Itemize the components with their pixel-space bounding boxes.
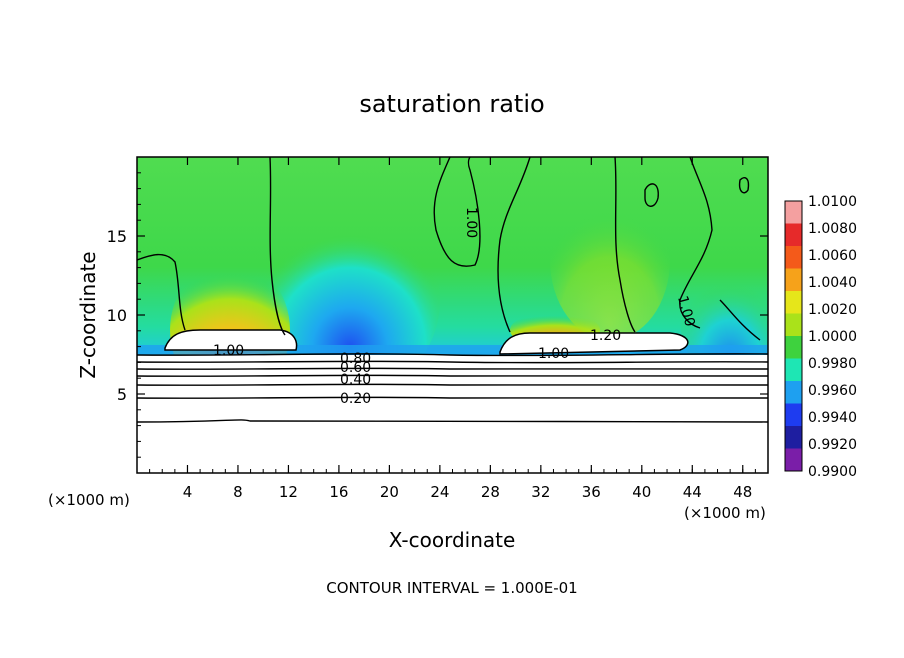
- colorbar-tick-label: 0.9960: [808, 383, 857, 399]
- cloud-left: [164, 329, 298, 351]
- colorbar: 1.0100 1.0080 1.0060 1.0040 1.0020 1.0000 0.99…: [784, 194, 857, 480]
- colorbar-frame: [784, 200, 803, 472]
- contour-label: 1.00: [538, 346, 569, 362]
- moist-region-right: [550, 180, 670, 340]
- colorbar-tick-label: 1.0080: [808, 221, 857, 237]
- colorbar-tick-label: 1.0020: [808, 302, 857, 318]
- contour-labels: 1.00 1.00 1.00 1.00 1.20 0.80 0.60 0.40 …: [213, 207, 698, 407]
- colorbar-tick-label: 1.0060: [808, 248, 857, 264]
- colorbar-swatch: [785, 313, 802, 337]
- x-tick-label: 20: [380, 483, 399, 501]
- x-tick-label: 28: [481, 483, 500, 501]
- colorbar-swatch: [785, 268, 802, 292]
- contour-lines: [137, 157, 768, 423]
- x-tick-label: 36: [582, 483, 601, 501]
- x-tick-label: 48: [733, 483, 752, 501]
- chart-title: saturation ratio: [359, 90, 544, 118]
- y-axis: 5 10 15: [107, 172, 768, 458]
- colorbar-swatch: [785, 426, 802, 449]
- plot-area: [137, 157, 768, 473]
- x-tick-label: 8: [233, 483, 243, 501]
- y-tick-label: 5: [117, 385, 127, 404]
- contour-label: 0.40: [340, 372, 371, 388]
- contour-interval-note: CONTOUR INTERVAL = 1.000E-01: [326, 579, 577, 597]
- x-tick-label: 24: [430, 483, 449, 501]
- colorbar-swatch: [785, 403, 802, 427]
- colorbar-swatch: [785, 291, 802, 314]
- y-axis-unit: (×1000 m): [684, 504, 766, 522]
- contour-label: 0.20: [340, 391, 371, 407]
- y-tick-label: 15: [107, 227, 127, 246]
- contour-label: 0.60: [340, 360, 371, 376]
- colorbar-tick-label: 0.9980: [808, 356, 857, 372]
- x-axis-title: X-coordinate: [389, 528, 516, 552]
- colorbar-swatch: [785, 336, 802, 359]
- x-tick-label: 12: [279, 483, 298, 501]
- colorbar-tick-label: 0.9900: [808, 464, 857, 480]
- colorbar-swatch: [785, 246, 802, 269]
- cloud-base-band: [137, 345, 768, 355]
- contour-label: 0.80: [340, 351, 371, 367]
- colorbar-swatch: [785, 448, 802, 472]
- y-axis-title: Z-coordinate: [76, 251, 100, 378]
- colorbar-swatch: [785, 223, 802, 247]
- x-tick-label: 16: [329, 483, 348, 501]
- x-axis: 4 8 12 16 20 24 28 32 36 40 44 48: [149, 157, 756, 501]
- x-tick-label: 32: [531, 483, 550, 501]
- x-tick-label: 44: [683, 483, 702, 501]
- colorbar-tick-label: 1.0040: [808, 275, 857, 291]
- x-tick-label: 40: [632, 483, 651, 501]
- contour-label: 1.20: [590, 328, 621, 344]
- colorbar-swatch: [785, 381, 802, 404]
- lower-region: [137, 355, 768, 473]
- colorbar-swatch: [785, 358, 802, 382]
- y-tick-label: 10: [107, 306, 127, 325]
- colorbar-tick-label: 1.0100: [808, 194, 857, 210]
- colorbar-tick-label: 1.0000: [808, 329, 857, 345]
- colorbar-tick-label: 0.9920: [808, 437, 857, 453]
- contour-label: 1.00: [213, 343, 244, 359]
- colorbar-tick-label: 0.9940: [808, 410, 857, 426]
- contour-label: 1.00: [674, 294, 698, 328]
- colorbar-swatch: [785, 201, 802, 224]
- x-tick-label: 4: [183, 483, 193, 501]
- cloud-right: [499, 332, 689, 355]
- x-axis-unit: (×1000 m): [48, 491, 130, 509]
- contour-label: 1.00: [463, 207, 479, 238]
